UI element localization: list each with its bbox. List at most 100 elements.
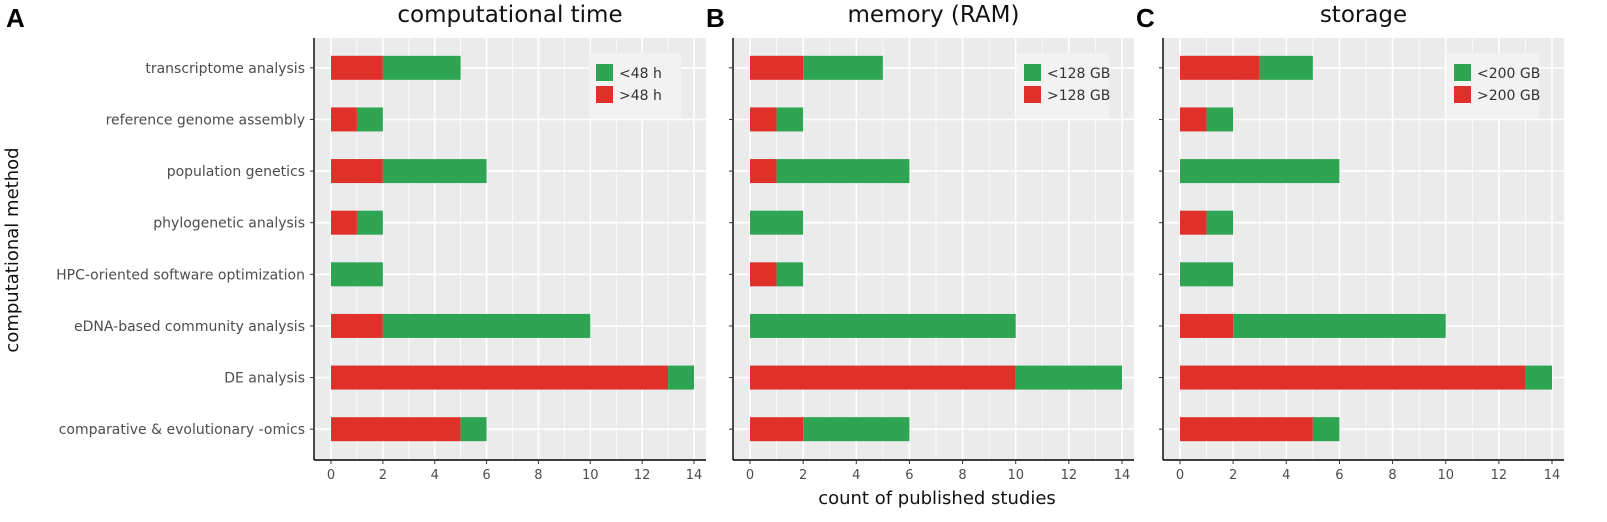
x-tick-label: 14: [1544, 468, 1561, 483]
y-axis-title: computational method: [2, 147, 23, 352]
x-tick-label: 0: [1176, 468, 1184, 483]
x-tick-label: 10: [1007, 468, 1024, 483]
category-label-edna-based-community-analysis: eDNA-based community analysis: [74, 319, 305, 335]
x-tick-label: 12: [1491, 468, 1508, 483]
category-label-hpc-oriented-software-optimization: HPC-oriented software optimization: [56, 267, 305, 283]
bar-hpc-oriented-software-optimization-below: [1180, 262, 1234, 287]
panel-c: 0 2 4 6 8 10 12 14 C storage <200 GB >200 GB: [1136, 2, 1564, 483]
x-tick-label: 6: [1335, 468, 1343, 483]
x-tick-label: 10: [582, 468, 599, 483]
x-tick-label: 14: [686, 468, 703, 483]
x-tick-label: 8: [1388, 468, 1396, 483]
panel-letter: C: [1136, 3, 1155, 33]
legend-label: <48 h: [619, 66, 662, 82]
bar-transcriptome-analysis-below: [1259, 55, 1313, 80]
bar-phylogenetic-analysis-below: [750, 210, 804, 235]
bar-de-analysis-below: [1525, 365, 1552, 390]
x-tick-label: 8: [534, 468, 542, 483]
bar-edna-based-community-analysis-below: [750, 313, 1016, 338]
x-tick-label: 6: [482, 468, 490, 483]
x-tick-label: 4: [852, 468, 860, 483]
bar-de-analysis-below: [668, 365, 694, 390]
x-tick-label: 0: [327, 468, 335, 483]
x-tick-label: 12: [1061, 468, 1078, 483]
category-label-de-analysis: DE analysis: [224, 371, 305, 387]
legend-swatch: [1024, 64, 1041, 81]
bar-population-genetics-below: [1180, 159, 1340, 184]
category-label-phylogenetic-analysis: phylogenetic analysis: [153, 216, 305, 232]
legend: <200 GB >200 GB: [1447, 53, 1540, 119]
bar-comparative-evolutionary-omics-above: [1180, 417, 1313, 442]
category-label-transcriptome-analysis: transcriptome analysis: [145, 61, 305, 77]
bar-population-genetics-below: [776, 159, 910, 184]
x-tick-label: 2: [799, 468, 807, 483]
legend-swatch: [1024, 86, 1041, 103]
bar-de-analysis-above: [331, 365, 669, 390]
x-tick-label: 8: [958, 468, 966, 483]
bar-comparative-evolutionary-omics-below: [803, 417, 910, 442]
bar-population-genetics-above: [331, 159, 383, 184]
legend-swatch: [596, 64, 613, 81]
bar-reference-genome-assembly-above: [1180, 107, 1207, 132]
x-axis-title: count of published studies: [818, 488, 1056, 509]
bar-transcriptome-analysis-below: [382, 55, 461, 80]
bar-de-analysis-above: [750, 365, 1016, 390]
x-tick-label: 4: [1282, 468, 1290, 483]
x-tick-label: 12: [634, 468, 651, 483]
bar-edna-based-community-analysis-below: [382, 313, 591, 338]
bar-comparative-evolutionary-omics-above: [750, 417, 804, 442]
x-tick-label: 0: [746, 468, 754, 483]
bar-de-analysis-above: [1180, 365, 1526, 390]
legend-label: >128 GB: [1047, 88, 1110, 104]
bar-transcriptome-analysis-above: [331, 55, 383, 80]
bar-population-genetics-below: [382, 159, 487, 184]
bar-hpc-oriented-software-optimization-below: [331, 262, 383, 287]
legend-label: >200 GB: [1477, 88, 1540, 104]
panel-title: storage: [1320, 2, 1407, 28]
legend-swatch: [1454, 86, 1471, 103]
chart-panels: 0 2 4 6 8 10 12 14 transcriptome analysis referen…: [6, 2, 1564, 483]
bar-edna-based-community-analysis-below: [1233, 313, 1446, 338]
bar-reference-genome-assembly-above: [750, 107, 777, 132]
x-tick-label: 2: [379, 468, 387, 483]
bar-transcriptome-analysis-above: [1180, 55, 1260, 80]
bar-hpc-oriented-software-optimization-below: [776, 262, 804, 287]
panel-letter: B: [706, 3, 725, 33]
bar-comparative-evolutionary-omics-above: [331, 417, 461, 442]
bar-transcriptome-analysis-below: [803, 55, 883, 80]
bar-comparative-evolutionary-omics-below: [1312, 417, 1340, 442]
bar-population-genetics-above: [750, 159, 777, 184]
bar-reference-genome-assembly-below: [1206, 107, 1234, 132]
legend: <48 h >48 h: [589, 53, 681, 119]
legend-swatch: [1454, 64, 1471, 81]
x-tick-label: 6: [905, 468, 913, 483]
legend: <128 GB >128 GB: [1017, 53, 1110, 119]
bar-phylogenetic-analysis-below: [1206, 210, 1234, 235]
panel-letter: A: [6, 3, 25, 33]
panel-a: 0 2 4 6 8 10 12 14 transcriptome analysis referen…: [6, 2, 706, 483]
category-label-comparative-evolutionary-omics: comparative & evolutionary -omics: [59, 422, 305, 438]
bar-phylogenetic-analysis-below: [356, 210, 383, 235]
category-label-reference-genome-assembly: reference genome assembly: [106, 112, 305, 128]
panel-b: 0 2 4 6 8 10 12 14 B memory (RAM) <128 GB >128 GB: [706, 2, 1134, 483]
panel-title: memory (RAM): [848, 2, 1020, 28]
category-label-population-genetics: population genetics: [167, 164, 305, 180]
bar-de-analysis-below: [1015, 365, 1122, 390]
x-tick-label: 10: [1437, 468, 1454, 483]
x-tick-label: 4: [431, 468, 439, 483]
bar-reference-genome-assembly-below: [356, 107, 383, 132]
bar-hpc-oriented-software-optimization-above: [750, 262, 777, 287]
x-tick-label: 14: [1114, 468, 1131, 483]
bar-edna-based-community-analysis-above: [331, 313, 383, 338]
bar-phylogenetic-analysis-above: [331, 210, 357, 235]
legend-label: >48 h: [619, 88, 662, 104]
bar-reference-genome-assembly-above: [331, 107, 357, 132]
legend-swatch: [596, 86, 613, 103]
bar-reference-genome-assembly-below: [776, 107, 804, 132]
panel-title: computational time: [397, 2, 622, 28]
x-tick-label: 2: [1229, 468, 1237, 483]
legend-label: <200 GB: [1477, 66, 1540, 82]
bar-phylogenetic-analysis-above: [1180, 210, 1207, 235]
bar-comparative-evolutionary-omics-below: [460, 417, 487, 442]
